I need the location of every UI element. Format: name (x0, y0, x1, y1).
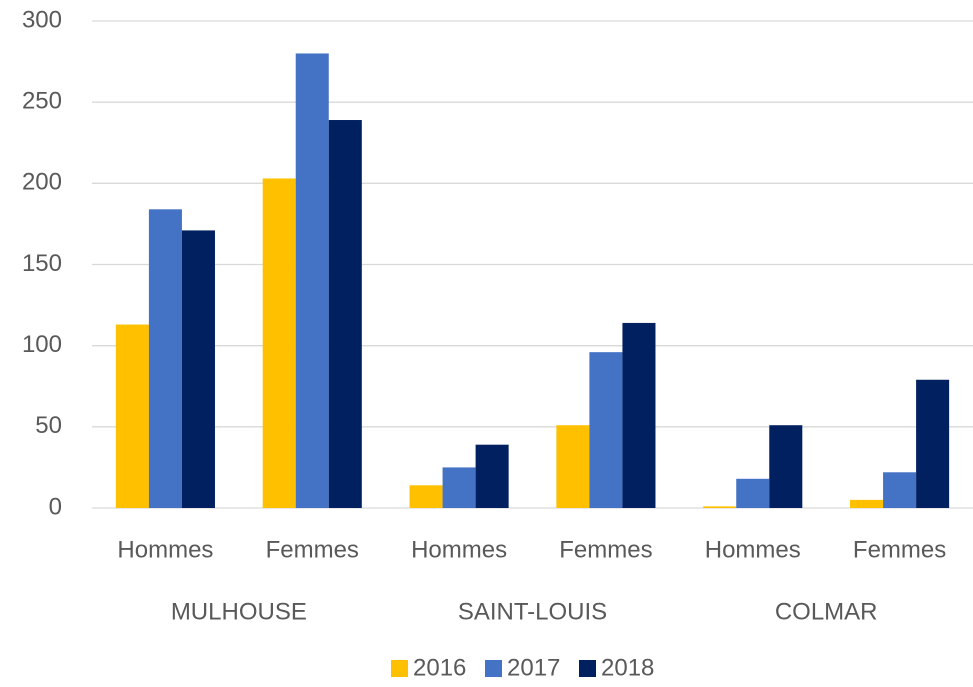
legend-swatch (485, 660, 502, 677)
y-tick-label: 250 (22, 88, 62, 115)
legend-swatch (579, 660, 596, 677)
bar (883, 472, 917, 508)
x-tick-label: Femmes (266, 536, 359, 563)
bar (442, 467, 476, 508)
x-tick-label: Hommes (117, 536, 213, 563)
bar (916, 379, 950, 508)
bar (328, 120, 362, 509)
legend-label: 2018 (601, 654, 654, 681)
bar (703, 506, 737, 508)
legend-label: 2017 (507, 654, 560, 681)
bar (850, 499, 884, 508)
x-tick-label: Hommes (411, 536, 507, 563)
bar (148, 209, 182, 508)
bar (115, 324, 149, 508)
x-tick-label: Femmes (853, 536, 946, 563)
y-tick-label: 150 (22, 250, 62, 277)
bar (769, 425, 803, 508)
bar (736, 478, 770, 508)
legend-swatch (391, 660, 408, 677)
x-tick-label: Femmes (559, 536, 652, 563)
group-label: COLMAR (775, 598, 878, 625)
y-tick-label: 50 (35, 412, 62, 439)
bar (262, 178, 296, 509)
y-tick-label: 200 (22, 169, 62, 196)
bar (556, 425, 590, 508)
group-label: SAINT-LOUIS (458, 598, 607, 625)
bar (475, 444, 509, 508)
y-tick-label: 100 (22, 331, 62, 358)
bar (295, 53, 329, 508)
group-label: MULHOUSE (171, 598, 307, 625)
x-tick-label: Hommes (705, 536, 801, 563)
bar (181, 230, 215, 508)
bar (409, 485, 443, 508)
bar (589, 352, 623, 508)
bar (622, 322, 656, 508)
legend-label: 2016 (413, 654, 466, 681)
y-tick-label: 0 (49, 493, 62, 520)
y-tick-label: 300 (22, 6, 62, 33)
